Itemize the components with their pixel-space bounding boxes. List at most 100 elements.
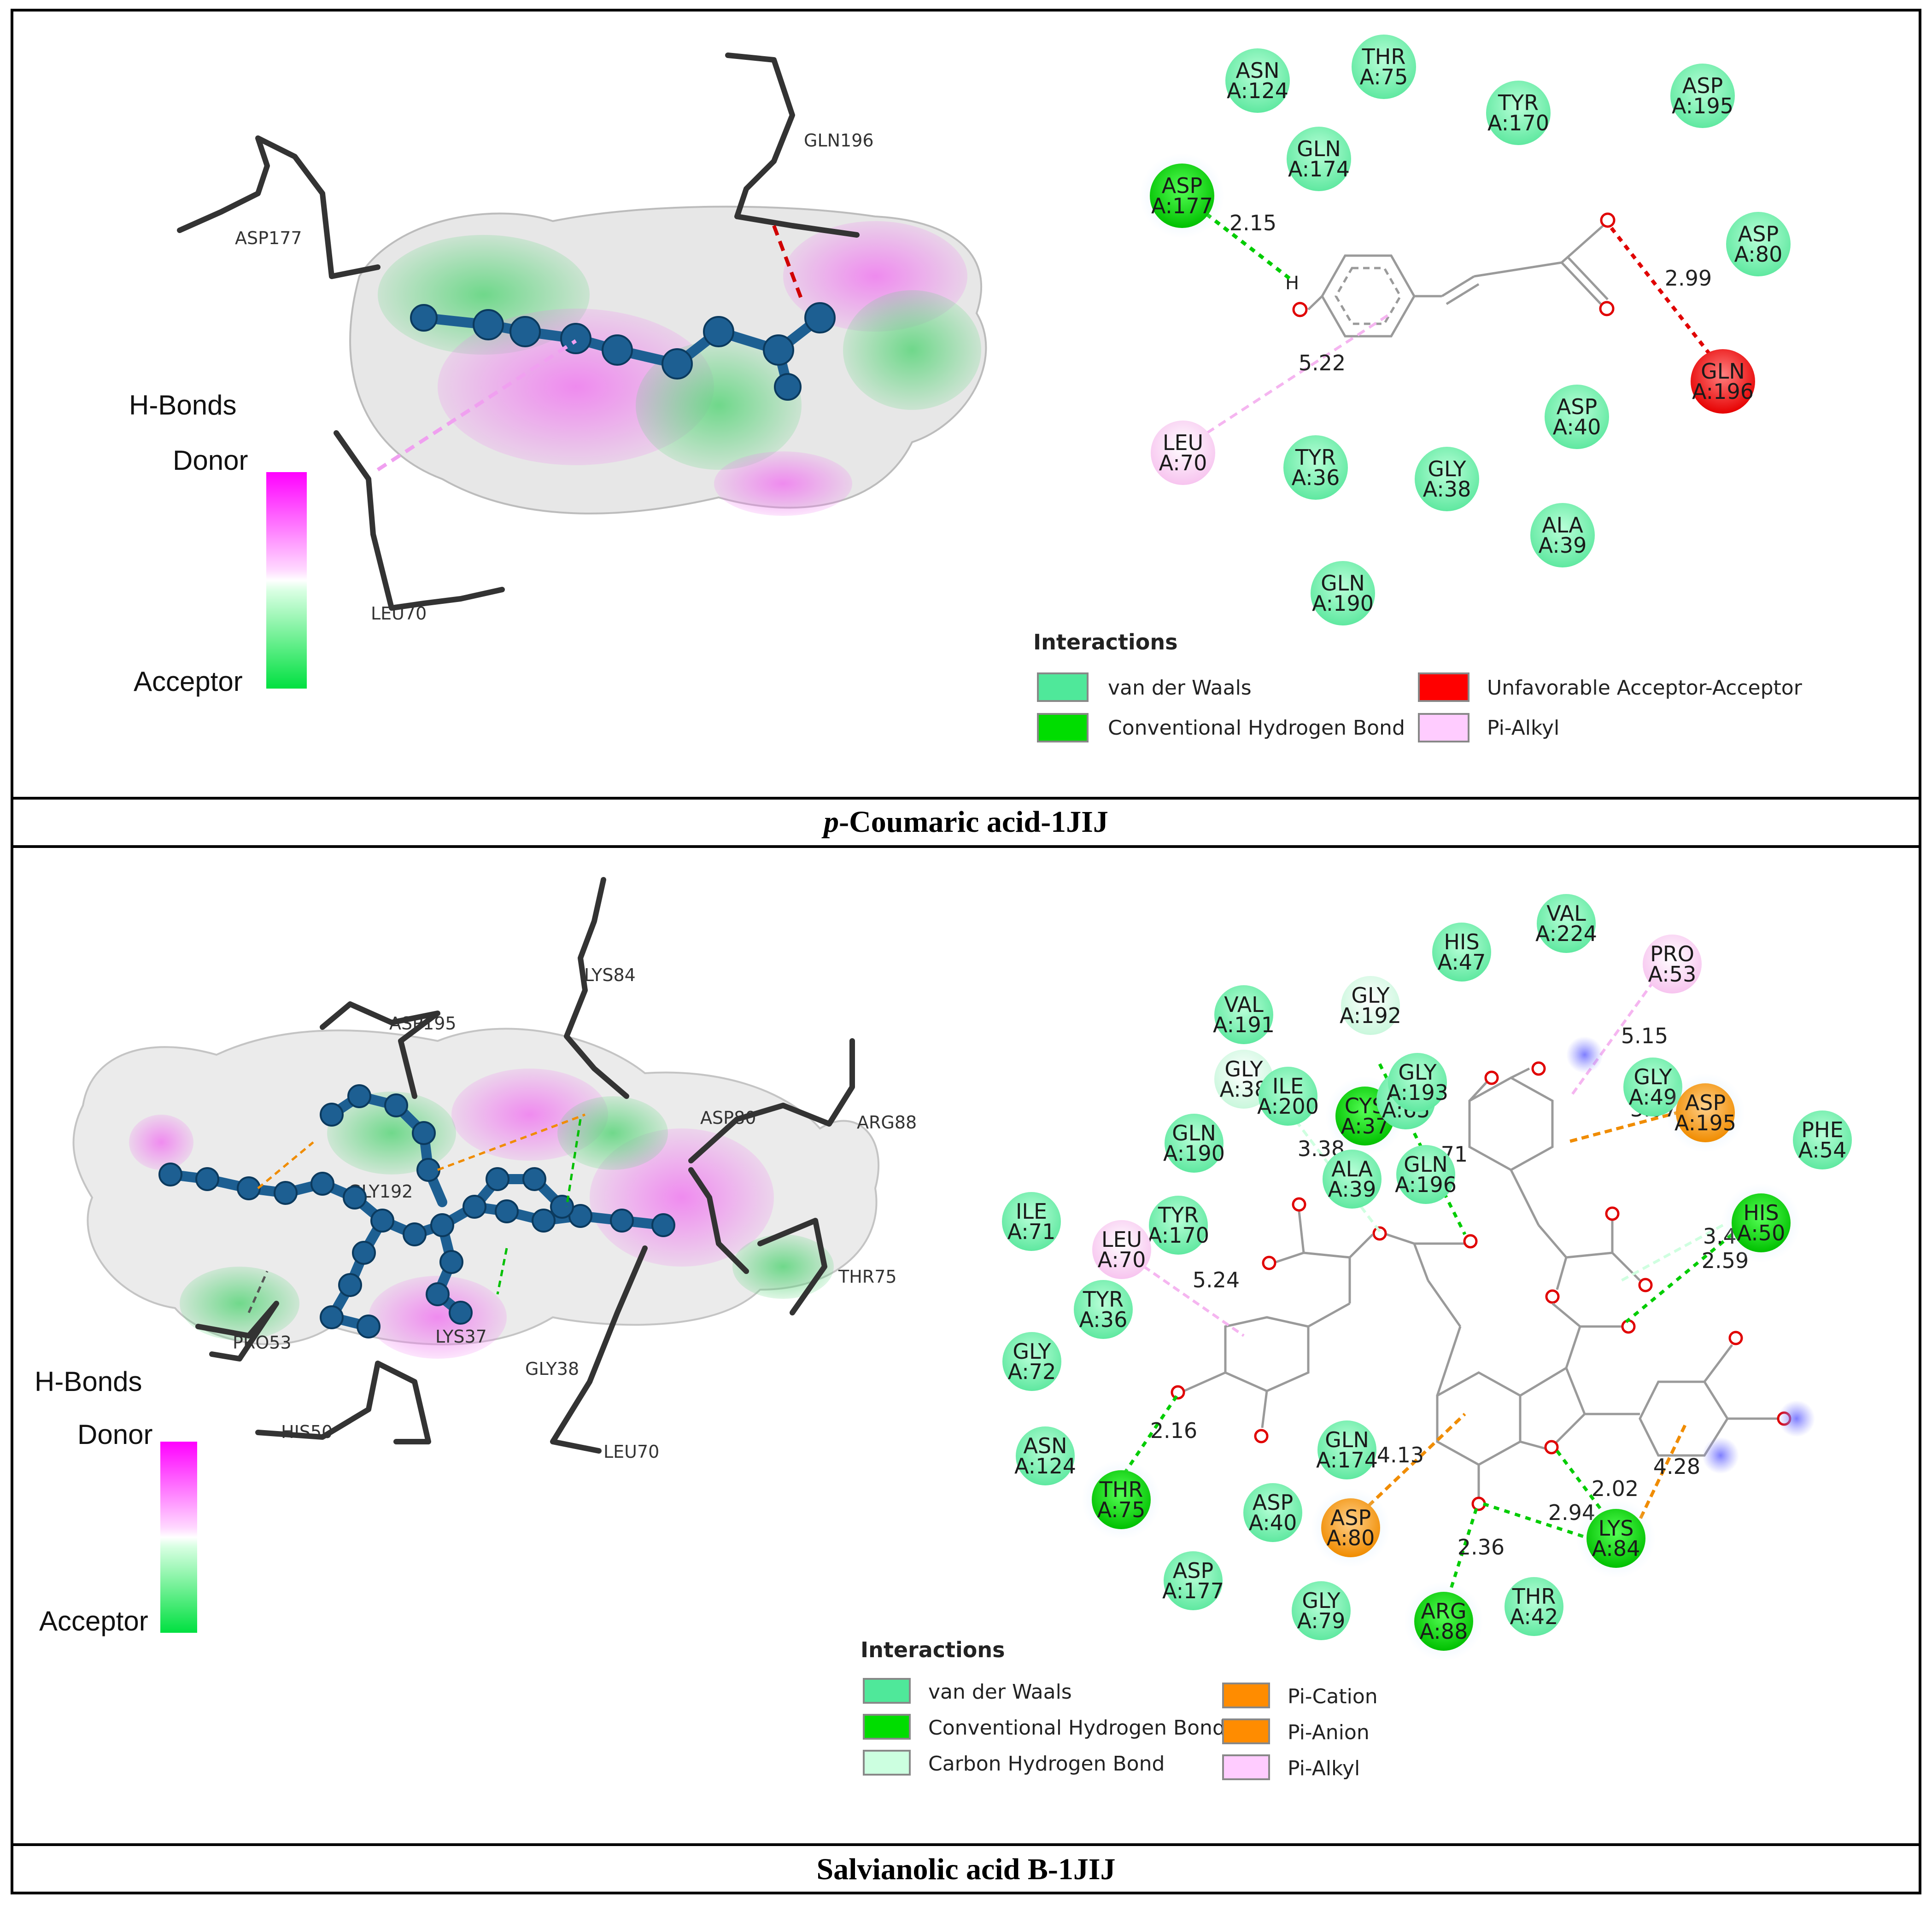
residue-label-3d: PRO53 [233, 1332, 292, 1353]
surface-green-patch [732, 1234, 834, 1299]
ligand-atom [463, 1195, 486, 1219]
hbond-legend-acceptor: Acceptor [39, 1606, 148, 1636]
panel2-3d-view: LYS84 ASP195 ASP80 ARG88 GLY192 THR75 PR… [72, 877, 917, 1462]
bond [1427, 1280, 1462, 1327]
bond [1704, 1344, 1733, 1383]
residue-number: A:174 [1288, 157, 1350, 181]
ligand-atom [495, 1199, 519, 1223]
interaction-line [1265, 1081, 1383, 1235]
distance-label: 5.15 [1621, 1023, 1668, 1048]
residue-label-3d: LEU70 [603, 1442, 659, 1462]
surface-green-patch [843, 290, 981, 410]
residue-disc-gln [1317, 1420, 1376, 1479]
residue-disc-gln [1691, 349, 1755, 414]
bond [1551, 1303, 1581, 1327]
ligand-atom [662, 348, 693, 380]
residue-number: A:88 [1420, 1619, 1468, 1644]
distance-label: 2.36 [1458, 1535, 1505, 1560]
residue-disc-thr [1505, 1577, 1563, 1636]
residue-label-3d: ASP80 [700, 1108, 756, 1128]
residue-number: A:124 [1227, 78, 1288, 103]
ligand-atom [343, 1186, 367, 1210]
solvent-exposure-halo [1702, 1437, 1739, 1474]
bond [1474, 261, 1562, 278]
residue-number: A:38 [1423, 477, 1471, 502]
hbond-legend-donor: Donor [77, 1419, 152, 1450]
surface-green-patch [557, 1096, 668, 1170]
oxygen-atom [1600, 212, 1616, 228]
oxygen-atom [1372, 1226, 1387, 1241]
oxygen-atom [1621, 1319, 1636, 1334]
hbond-legend: H-Bonds Donor Acceptor [35, 1366, 197, 1636]
legend-swatch-unfavorable [1418, 672, 1469, 702]
interaction-line-3d [437, 1113, 585, 1171]
legend-title: Interactions [861, 1637, 1005, 1662]
residue-number: A:80 [1327, 1525, 1375, 1550]
ligand-atom [439, 1250, 463, 1274]
residue-number: A:71 [1007, 1219, 1056, 1244]
legend-swatch-pianion [1222, 1718, 1270, 1744]
ligand-atom [370, 1209, 394, 1233]
ligand-atom [532, 1209, 556, 1233]
residue-number: A:42 [1510, 1604, 1558, 1629]
distance-label: 4.13 [1377, 1443, 1424, 1467]
bond [1436, 1326, 1462, 1396]
residue-disc-ile [1002, 1192, 1061, 1251]
residue-disc-asn [1016, 1426, 1075, 1485]
ligand-atom [237, 1176, 261, 1200]
bond [1386, 1233, 1415, 1245]
legend-swatch-hbond [863, 1714, 911, 1740]
interaction-line [1123, 1395, 1178, 1475]
oxygen-atom [1531, 1061, 1546, 1076]
residue-stick [688, 1167, 749, 1274]
interaction-line [1196, 205, 1291, 280]
benzene-ring [1468, 1076, 1554, 1171]
residue-name: GLY [1013, 1339, 1051, 1364]
residue-label-3d: LYS84 [584, 965, 636, 985]
residue-number: A:190 [1163, 1141, 1225, 1166]
residue-name: ASP [1253, 1490, 1293, 1515]
residue-name: ASN [1235, 58, 1279, 83]
residue-disc-asp [1670, 64, 1735, 128]
residue-name: ILE [1016, 1199, 1047, 1224]
oxygen-atom [1599, 301, 1615, 316]
residue-disc-lys [1587, 1509, 1645, 1568]
residue-name: LEU [1101, 1227, 1142, 1252]
ligand-atom [509, 316, 541, 347]
residue-label-3d: LEU70 [371, 603, 427, 624]
residue-stick-gln196 [725, 53, 860, 238]
interaction-line-3d [257, 1141, 314, 1189]
interaction-line [1482, 1502, 1590, 1540]
residue-stick [757, 1218, 827, 1315]
legend-title: Interactions [1033, 630, 1178, 654]
bond [1441, 275, 1475, 298]
residue-disc-tyr [1074, 1280, 1133, 1339]
residue-number: A:195 [1674, 1110, 1736, 1135]
residue-name: GLN [1321, 571, 1365, 596]
ligand-atom [310, 1172, 334, 1196]
legend-swatch-carbon-hbond [863, 1750, 911, 1776]
legend-swatch-pication [1222, 1683, 1270, 1708]
bond [1519, 1367, 1567, 1397]
residue-disc-asp [1243, 1483, 1302, 1542]
residue-number: A:36 [1079, 1307, 1128, 1332]
residue-name: GLN [1404, 1152, 1448, 1177]
legend-label: van der Waals [928, 1680, 1072, 1704]
residue-name: GLY [1302, 1588, 1341, 1613]
oxygen-atom [1638, 1278, 1653, 1292]
residue-number: A:39 [1328, 1177, 1376, 1202]
residue-number: A:75 [1097, 1497, 1146, 1522]
residue-label-3d: LYS37 [435, 1326, 487, 1347]
residue-name: VAL [1546, 901, 1586, 926]
residue-name: ILE [1272, 1074, 1304, 1099]
bond [1307, 1302, 1351, 1328]
residue-disc-gly [1341, 976, 1400, 1035]
ligand-atom [403, 1222, 427, 1246]
residue-disc-his [1732, 1193, 1791, 1252]
ligand-atom [486, 1167, 509, 1191]
bond [1565, 1326, 1581, 1368]
ligand-atom [274, 1181, 298, 1205]
bond [1556, 1257, 1568, 1290]
ligand-atom [602, 334, 633, 366]
residue-name: HIS [1743, 1200, 1779, 1225]
